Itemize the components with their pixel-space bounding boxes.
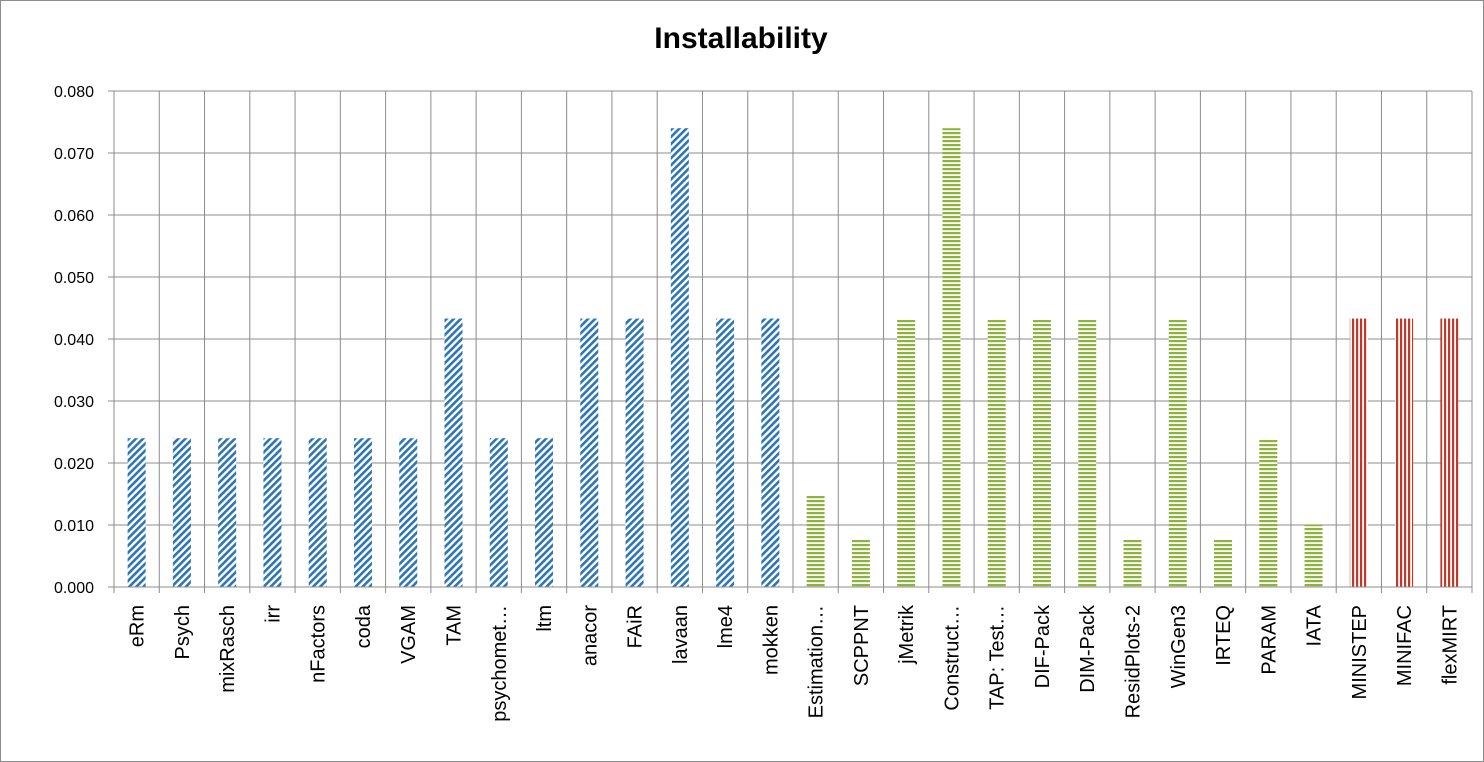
x-category-label: Psych bbox=[172, 605, 194, 659]
y-tick-label: 0.010 bbox=[54, 518, 94, 535]
x-category-label: Construct… bbox=[941, 605, 963, 711]
bar-anacor bbox=[580, 318, 599, 587]
x-category-label: IATA bbox=[1304, 604, 1326, 646]
bar-mokken bbox=[761, 318, 780, 587]
bar-psych bbox=[172, 438, 191, 587]
x-category-label: irr bbox=[262, 605, 284, 623]
y-tick-label: 0.030 bbox=[54, 394, 94, 411]
x-category-label: mokken bbox=[760, 605, 782, 675]
x-category-label: anacor bbox=[579, 605, 601, 666]
bar-irteq bbox=[1214, 539, 1233, 587]
x-category-label: jMetrik bbox=[896, 604, 918, 665]
x-category-label: FAiR bbox=[625, 605, 647, 648]
bar-lavaan bbox=[670, 128, 689, 587]
x-category-label: SCPPNT bbox=[851, 605, 873, 686]
bar-irr bbox=[263, 438, 282, 587]
x-category-label: DIF-Pack bbox=[1032, 604, 1054, 688]
y-tick-label: 0.050 bbox=[54, 270, 94, 287]
bar-iata bbox=[1304, 524, 1323, 587]
x-category-label: coda bbox=[353, 604, 375, 648]
bar-psychomet bbox=[489, 438, 508, 587]
bar-dim-pack bbox=[1078, 319, 1097, 587]
x-category-label: TAM bbox=[444, 605, 466, 646]
x-category-label: eRm bbox=[127, 605, 149, 647]
bar-estimation bbox=[806, 495, 825, 587]
x-category-label: MINIFAC bbox=[1394, 605, 1416, 686]
bar-jmetrik bbox=[897, 319, 916, 587]
x-category-label: mixRasch bbox=[217, 605, 239, 693]
y-tick-label: 0.000 bbox=[54, 580, 94, 597]
chart-title: Installability bbox=[654, 22, 828, 55]
x-category-label: TAP: Test… bbox=[987, 605, 1009, 710]
bar-tam bbox=[444, 318, 463, 587]
x-category-label: ltm bbox=[534, 605, 556, 632]
bar-ministep bbox=[1349, 318, 1368, 587]
y-tick-label: 0.060 bbox=[54, 208, 94, 225]
x-category-label: flexMIRT bbox=[1439, 605, 1461, 685]
x-category-label: psychomet… bbox=[489, 605, 511, 722]
bar-vgam bbox=[399, 438, 418, 587]
bar-flexmirt bbox=[1440, 318, 1459, 587]
x-category-label: WinGen3 bbox=[1168, 605, 1190, 688]
bar-nfactors bbox=[308, 438, 327, 587]
x-category-label: nFactors bbox=[308, 605, 330, 683]
x-category-label: lavaan bbox=[670, 605, 692, 664]
bar-lme4 bbox=[716, 318, 735, 587]
bar-scppnt bbox=[851, 539, 870, 587]
x-category-label: ResidPlots-2 bbox=[1123, 605, 1145, 718]
bar-ltm bbox=[535, 438, 554, 587]
bar-tap-test bbox=[987, 319, 1006, 587]
x-category-label: DIM-Pack bbox=[1077, 604, 1099, 693]
x-category-label: VGAM bbox=[398, 605, 420, 664]
bar-param bbox=[1259, 439, 1278, 587]
bar-wingen3 bbox=[1168, 319, 1187, 587]
y-tick-label: 0.070 bbox=[54, 146, 94, 163]
bar-dif-pack bbox=[1032, 319, 1051, 587]
y-tick-label: 0.080 bbox=[54, 84, 94, 101]
y-tick-label: 0.020 bbox=[54, 456, 94, 473]
x-category-label: lme4 bbox=[715, 605, 737, 648]
x-category-label: PARAM bbox=[1258, 605, 1280, 675]
x-category-label: Estimation… bbox=[806, 605, 828, 718]
bar-fair bbox=[625, 318, 644, 587]
bar-erm bbox=[127, 438, 146, 587]
bar-coda bbox=[353, 438, 372, 587]
bar-residplots-2 bbox=[1123, 539, 1142, 587]
bar-mixrasch bbox=[218, 438, 237, 587]
x-category-label: IRTEQ bbox=[1213, 605, 1235, 666]
bar-construct bbox=[942, 128, 961, 587]
x-category-label: MINISTEP bbox=[1349, 605, 1371, 699]
bar-minifac bbox=[1395, 318, 1414, 587]
y-tick-label: 0.040 bbox=[54, 332, 94, 349]
